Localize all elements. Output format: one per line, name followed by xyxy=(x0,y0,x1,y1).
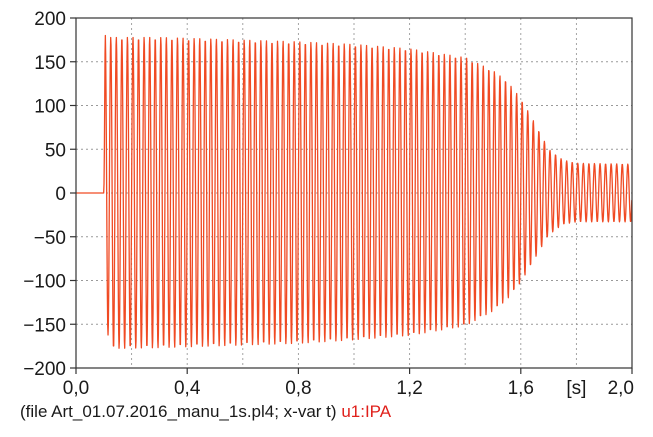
file-info-text: (file Art_01.07.2016_manu_1s.pl4; x-var … xyxy=(20,402,337,421)
x-tick-label: 0,0 xyxy=(63,378,89,399)
x-tick-label: 1,2 xyxy=(396,378,422,399)
y-tick-label: −150 xyxy=(23,315,66,336)
x-tick-label: 2,0 xyxy=(608,378,634,399)
tick-marks xyxy=(70,17,633,374)
y-tick-label: −200 xyxy=(23,359,66,380)
x-tick-label: 1,6 xyxy=(508,378,534,399)
y-tick-label: 150 xyxy=(34,53,66,74)
x-tick-label: 0,4 xyxy=(174,378,201,399)
series-legend-label: u1:IPA xyxy=(341,402,392,421)
y-tick-label: 100 xyxy=(34,97,66,118)
series-line-u1-ipa xyxy=(75,34,633,349)
y-tick-label: 200 xyxy=(34,9,66,30)
x-axis-tick-labels: 0,0 0,4 0,8 1,2 1,6 2,0 [s] xyxy=(63,378,634,399)
x-tick-label: 0,8 xyxy=(285,378,311,399)
y-tick-label: −50 xyxy=(34,228,66,249)
series-layer xyxy=(75,34,633,349)
y-tick-label: 50 xyxy=(45,140,66,161)
y-tick-label: 0 xyxy=(55,184,66,205)
y-tick-label: −100 xyxy=(23,272,66,293)
chart-footer: (file Art_01.07.2016_manu_1s.pl4; x-var … xyxy=(20,402,391,422)
x-axis-unit-label: [s] xyxy=(566,378,586,399)
chart-plot: 200 150 100 50 0 −50 −100 −150 −200 0,0 0,4 0,8 1,2… xyxy=(23,9,634,399)
y-axis-tick-labels: 200 150 100 50 0 −50 −100 −150 −200 xyxy=(23,9,66,380)
